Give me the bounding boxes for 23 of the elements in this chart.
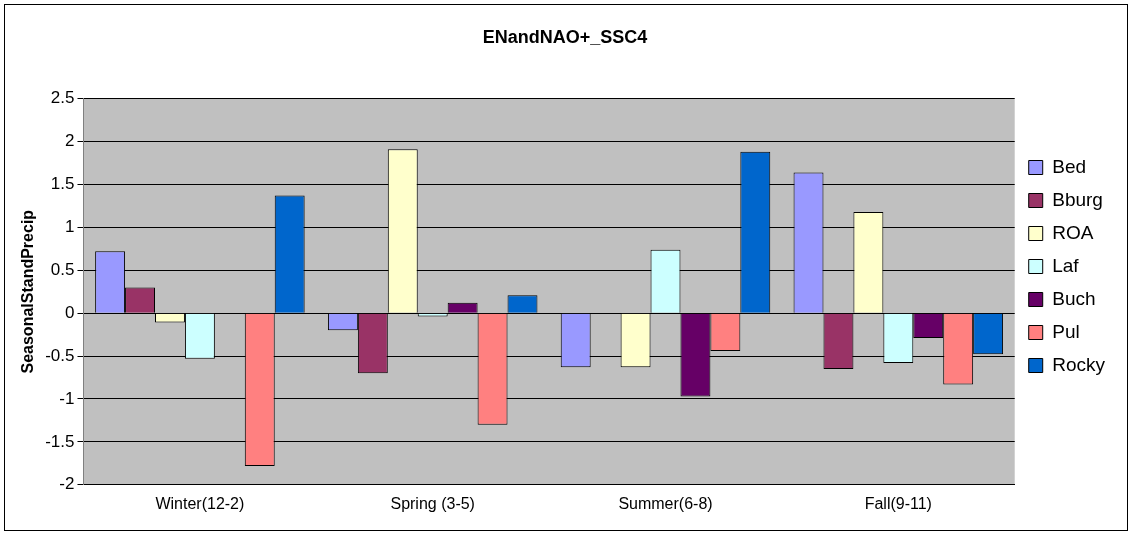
x-tick-label: Winter(12-2) (155, 494, 245, 512)
y-tick-label: -2 (59, 474, 75, 494)
y-tick-label: 2.5 (50, 88, 75, 108)
x-tick-label: Spring (3-5) (390, 494, 475, 512)
x-tick-label: Summer(6-8) (618, 494, 713, 512)
y-tick-label: 1 (65, 217, 75, 237)
y-tick-label: 0.5 (50, 259, 75, 279)
legend-label: Bburg (1052, 188, 1103, 210)
legend-label: Bed (1052, 155, 1087, 177)
chart-title: ENandNAO+_SSC4 (482, 26, 648, 47)
y-tick-label: 1.5 (50, 174, 75, 194)
legend-label: ROA (1052, 221, 1094, 243)
legend-label: Laf (1052, 254, 1080, 276)
y-tick-label: -0.5 (45, 345, 75, 365)
legend-label: Rocky (1052, 353, 1106, 375)
legend-label: Pul (1052, 320, 1080, 342)
x-tick-label: Fall(9-11) (864, 494, 932, 512)
y-tick-label: -1.5 (45, 431, 75, 451)
y-tick-label: -1 (59, 388, 75, 408)
legend-label: Buch (1052, 287, 1096, 309)
y-tick-label: 0 (65, 302, 75, 322)
y-axis-title: SeasonalStandPrecip (19, 209, 37, 374)
y-tick-label: 2 (65, 131, 75, 151)
